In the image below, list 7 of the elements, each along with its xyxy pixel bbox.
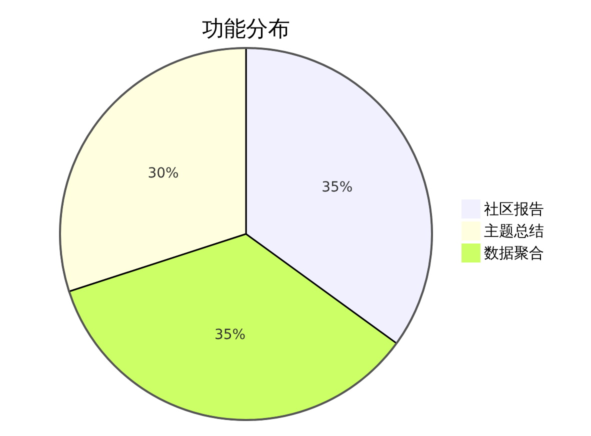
legend-label: 数据聚合	[484, 244, 544, 262]
legend-label: 主题总结	[484, 222, 544, 240]
data-label: 35%	[322, 179, 353, 196]
data-label: 35%	[214, 326, 246, 343]
data-label: 30%	[148, 166, 179, 182]
slice-label: 社区报告	[484, 200, 544, 218]
chart-title: 功能分布	[202, 17, 290, 42]
